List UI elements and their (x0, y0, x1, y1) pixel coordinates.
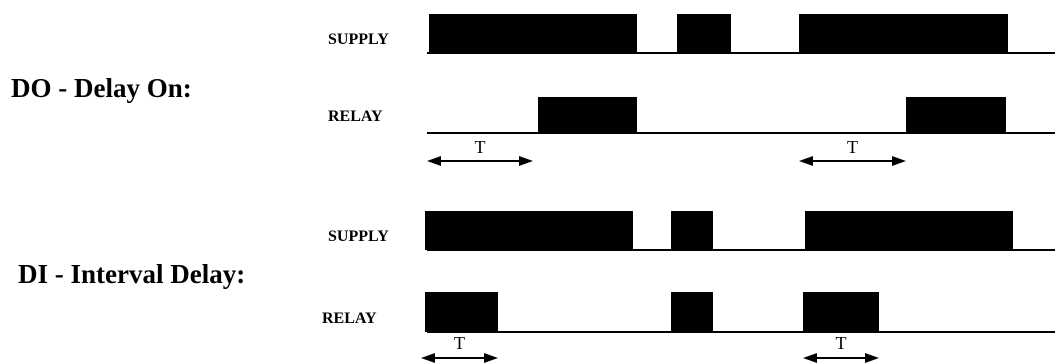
do-supply-label: SUPPLY (328, 31, 389, 48)
arrow-right-icon (484, 353, 498, 363)
waveform-pulse (429, 14, 637, 53)
timing-label: T (836, 333, 847, 353)
di-supply-waveform (425, 211, 1055, 251)
waveform-pulse (425, 292, 498, 332)
waveform-pulse (425, 211, 633, 250)
arrow-right-icon (519, 156, 533, 166)
di-relay-label: RELAY (322, 310, 377, 327)
waveform-pulse (803, 292, 879, 332)
timing-label: T (847, 137, 858, 157)
di-title: DI - Interval Delay: (18, 259, 245, 289)
waveform-pulse (906, 97, 1006, 133)
arrow-right-icon (892, 156, 906, 166)
timing-label: T (475, 137, 486, 157)
do-title: DO - Delay On: (11, 73, 192, 103)
arrow-left-icon (421, 353, 435, 363)
do-supply-waveform (427, 14, 1055, 54)
arrow-left-icon (427, 156, 441, 166)
do-relay-label: RELAY (328, 108, 383, 125)
arrow-right-icon (865, 353, 879, 363)
waveform-pulse (677, 14, 731, 53)
waveform-pulse (538, 97, 637, 133)
do-relay-waveform (427, 97, 1055, 134)
di-relay-waveform (425, 292, 1055, 333)
waveform-pulse (671, 292, 713, 332)
timing-label: T (454, 333, 465, 353)
arrow-left-icon (799, 156, 813, 166)
arrow-left-icon (803, 353, 817, 363)
di-supply-label: SUPPLY (328, 228, 389, 245)
waveform-pulse (799, 14, 1008, 53)
waveform-pulse (671, 211, 713, 250)
waveform-pulse (805, 211, 1013, 250)
